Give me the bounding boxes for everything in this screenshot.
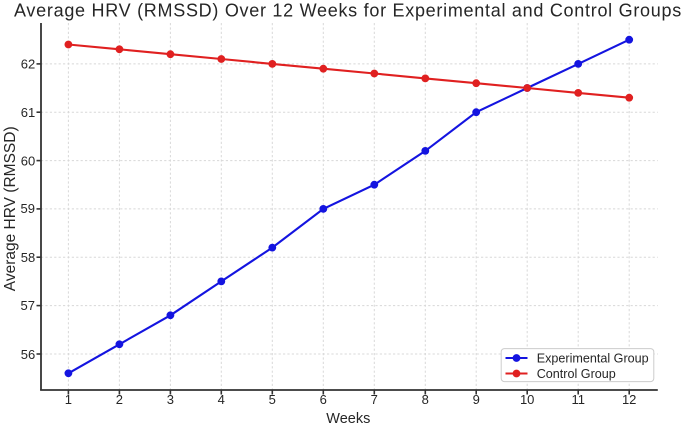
svg-text:2: 2 bbox=[116, 392, 123, 407]
svg-text:Weeks: Weeks bbox=[326, 411, 370, 426]
svg-text:12: 12 bbox=[622, 392, 636, 407]
svg-text:60: 60 bbox=[21, 153, 35, 168]
svg-text:61: 61 bbox=[21, 105, 35, 120]
svg-text:Control Group: Control Group bbox=[537, 367, 616, 381]
svg-text:4: 4 bbox=[218, 392, 225, 407]
svg-text:3: 3 bbox=[167, 392, 174, 407]
svg-text:5: 5 bbox=[269, 392, 276, 407]
svg-text:7: 7 bbox=[371, 392, 378, 407]
svg-text:6: 6 bbox=[320, 392, 327, 407]
svg-text:Average HRV (RMSSD) Over 12 We: Average HRV (RMSSD) Over 12 Weeks for Ex… bbox=[14, 1, 682, 21]
svg-text:11: 11 bbox=[571, 392, 585, 407]
svg-text:Experimental Group: Experimental Group bbox=[537, 351, 649, 365]
svg-text:56: 56 bbox=[21, 347, 35, 362]
svg-text:10: 10 bbox=[520, 392, 534, 407]
svg-text:59: 59 bbox=[21, 201, 35, 216]
svg-text:8: 8 bbox=[422, 392, 429, 407]
svg-text:58: 58 bbox=[21, 250, 35, 265]
svg-text:1: 1 bbox=[65, 392, 72, 407]
svg-text:9: 9 bbox=[473, 392, 480, 407]
svg-text:Average HRV (RMSSD): Average HRV (RMSSD) bbox=[2, 126, 19, 291]
svg-text:62: 62 bbox=[21, 57, 35, 72]
svg-text:57: 57 bbox=[21, 298, 35, 313]
